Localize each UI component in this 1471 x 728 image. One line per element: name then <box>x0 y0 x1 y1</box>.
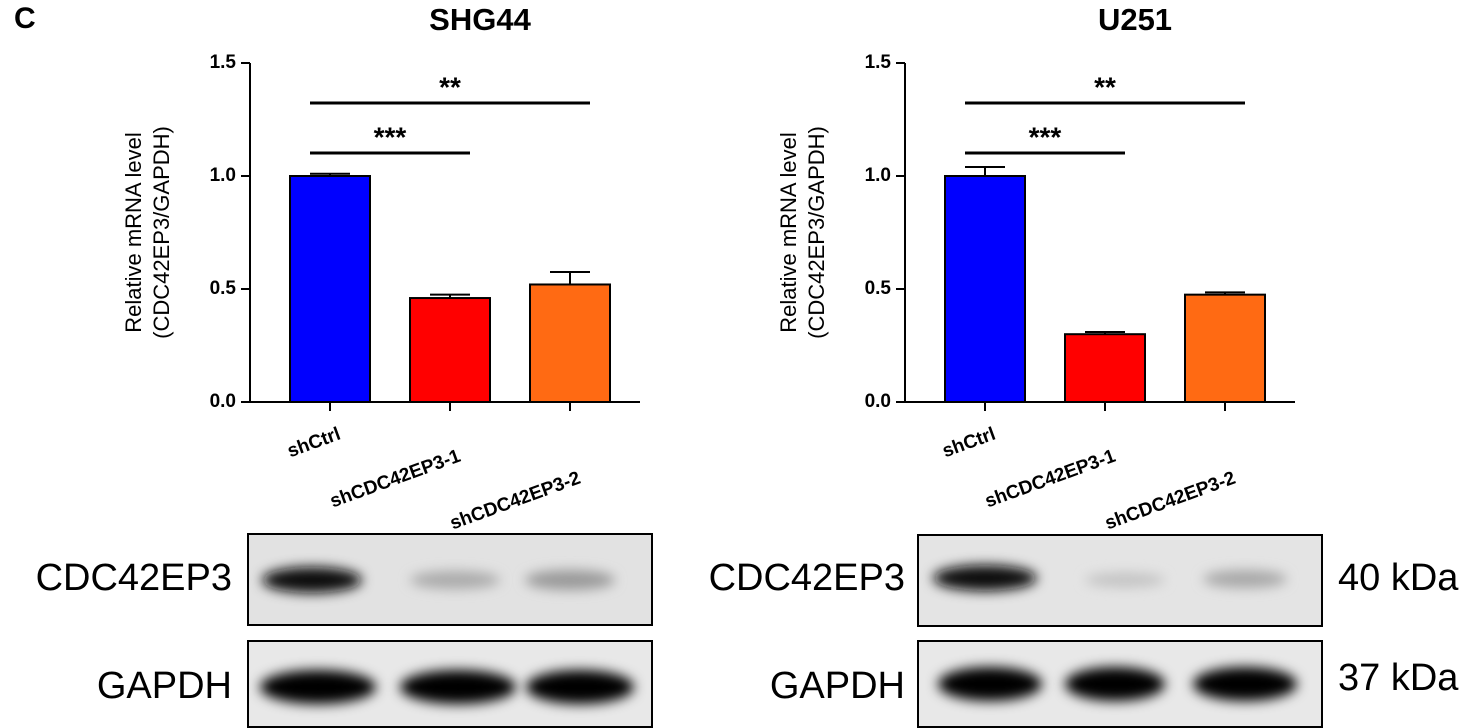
x-tick-label: shCDC42EP3-1 <box>327 446 464 513</box>
y-tick-label: 1.5 <box>865 52 892 73</box>
bar <box>1064 333 1146 404</box>
x-tick-label: shCDC42EP3-2 <box>447 468 583 535</box>
blot-right: CDC42EP3 GAPDH 40 kDa 37 kDa <box>709 534 1459 728</box>
significance-label: *** <box>374 121 407 152</box>
chart-title: U251 <box>1098 2 1172 37</box>
band <box>526 670 634 704</box>
band <box>525 570 615 590</box>
band <box>410 571 500 589</box>
bar <box>944 175 1026 403</box>
blot-left: CDC42EP3 GAPDH <box>36 533 653 728</box>
blot-size: 40 kDa <box>1338 557 1459 599</box>
blot-label: GAPDH <box>770 665 905 707</box>
y-tick-label: 0.5 <box>865 278 892 299</box>
x-tick-label: shCtrl <box>285 424 344 463</box>
blot-size: 37 kDa <box>1338 657 1459 699</box>
y-tick-label: 0.0 <box>865 391 891 412</box>
band <box>938 667 1042 701</box>
y-tick-label: 0.5 <box>210 278 237 299</box>
bar <box>409 297 491 404</box>
significance-label: ** <box>439 71 461 102</box>
band <box>400 670 516 704</box>
error-bar <box>965 165 1005 176</box>
bar <box>289 175 371 403</box>
blot-label: GAPDH <box>97 665 232 707</box>
x-tick-label: shCDC42EP3-1 <box>982 446 1119 513</box>
bar <box>1184 293 1266 403</box>
y-axis-label: Relative mRNA level <box>776 132 801 333</box>
band <box>1065 667 1165 701</box>
error-bar <box>1205 291 1245 295</box>
significance-label: ** <box>1094 71 1116 102</box>
error-bar <box>550 271 590 285</box>
band <box>1193 667 1297 701</box>
band <box>933 565 1037 591</box>
band <box>260 670 376 704</box>
x-tick-label: shCtrl <box>940 424 999 463</box>
error-bar <box>310 172 350 176</box>
band <box>1085 573 1165 587</box>
blot-label: CDC42EP3 <box>36 557 232 599</box>
y-tick-label: 1.0 <box>210 165 236 186</box>
chart-title: SHG44 <box>429 2 531 37</box>
y-axis-label: Relative mRNA level <box>121 132 146 333</box>
y-tick-label: 0.0 <box>210 391 236 412</box>
panel-label: C <box>14 2 36 35</box>
band <box>262 567 362 593</box>
y-axis-label: (CDC42EP3/GAPDH) <box>149 126 174 339</box>
y-tick-label: 1.5 <box>210 52 237 73</box>
y-axis-label: (CDC42EP3/GAPDH) <box>804 126 829 339</box>
bar <box>529 283 611 404</box>
significance-label: *** <box>1029 121 1062 152</box>
error-bar <box>1085 330 1125 335</box>
x-tick-label: shCDC42EP3-2 <box>1102 468 1238 535</box>
blot-label: CDC42EP3 <box>709 557 905 599</box>
error-bar <box>430 293 470 299</box>
band <box>1203 570 1287 588</box>
y-tick-label: 1.0 <box>865 165 891 186</box>
